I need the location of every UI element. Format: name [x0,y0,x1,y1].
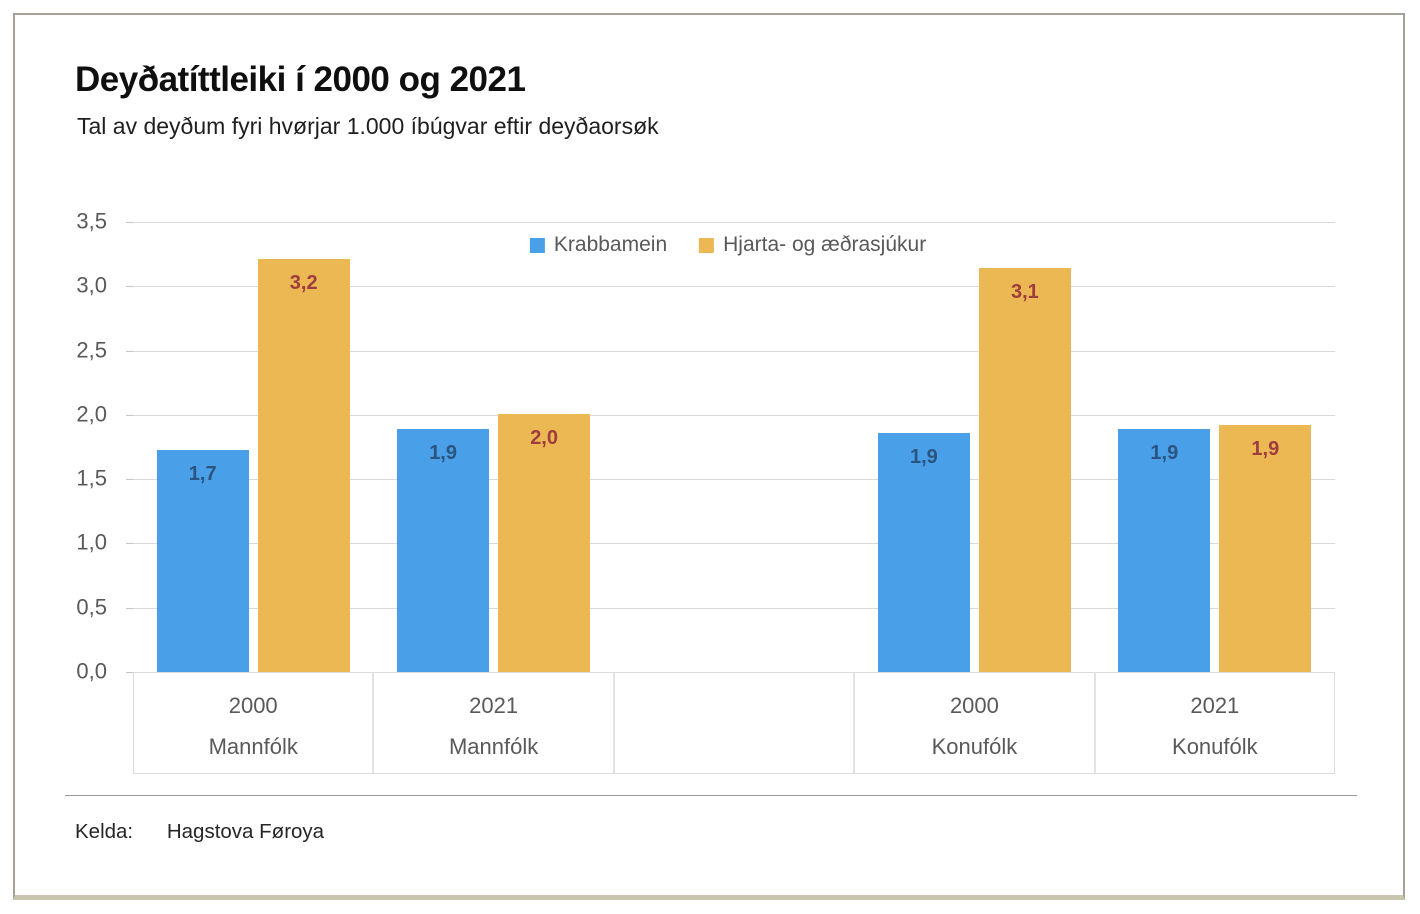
y-axis-tick [126,414,133,416]
bar-value-label: 1,9 [1251,438,1280,461]
y-axis-label: 3,0 [76,272,107,298]
legend-swatch-krabbamein [529,237,545,253]
y-axis-label: 0,0 [76,658,107,684]
x-axis-year-label: 2021 [469,693,519,718]
y-axis-label: 2,0 [76,401,107,427]
bar-value-label: 1,7 [188,462,217,485]
legend: Krabbamein Hjarta- og æðrasjúkur [529,233,926,257]
legend-label-hjarta: Hjarta- og æðrasjúkur [723,233,927,256]
x-axis-table: 2000 Mannfólk 2021 Mannfólk 2000 Konufólk 2021… [133,672,1335,774]
x-axis-cell-2021-konufólk: 2021 Konufólk [1096,673,1334,773]
bar-value-label: 2,0 [530,426,558,449]
bar-value-label: 1,9 [909,445,938,468]
x-axis-year-label: 2021 [1190,693,1240,718]
gridline [133,479,1335,481]
chart-subtitle: Tal av deyðum fyri hvørjar 1.000 íbúgvar… [77,113,659,139]
y-axis-label: 2,5 [76,337,107,363]
x-axis-group-label: Konufólk [1172,734,1258,759]
x-axis-year-label: 2000 [949,693,999,718]
source-label: Kelda: [75,820,134,843]
y-axis-tick [126,672,133,673]
x-axis-cell-2021-mannfólk: 2021 Mannfólk [374,673,615,773]
y-axis-tick [126,222,133,223]
y-axis-tick [126,350,133,352]
y-axis-tick [126,543,133,545]
bar-series1-2021-mannfólk: 2,0 [498,413,591,672]
legend-swatch-hjarta [699,237,715,253]
y-axis-label: 3,5 [76,208,107,234]
bar-value-label: 3,2 [289,272,318,295]
bar-series1-2000-konufólk: 3,1 [978,268,1071,672]
bar-series0-2021-mannfólk: 1,9 [397,429,490,672]
bar-value-label: 1,9 [429,442,457,464]
bar-value-label: 3,1 [1010,281,1039,304]
y-axis-tick [126,479,133,481]
y-axis-label: 1,5 [76,465,107,491]
x-axis-group-label: Mannfólk [448,734,539,759]
gridline [133,414,1335,416]
x-axis-cell-empty [615,673,856,773]
y-axis-tick [126,286,133,288]
footer-divider [65,795,1357,796]
x-axis-group-label: Konufólk [931,734,1018,759]
bar-series0-2000-mannfólk: 1,7 [156,449,249,672]
legend-label-krabbamein: Krabbamein [553,233,668,256]
x-axis-cell-2000-mannfólk: 2000 Mannfólk [134,673,375,773]
x-axis-year-label: 2000 [228,693,278,718]
gridline [133,350,1335,352]
bar-series0-2021-konufólk: 1,9 [1118,429,1211,672]
y-axis-label: 1,0 [76,529,107,555]
gridline [133,286,1335,288]
x-axis-cell-2000-konufólk: 2000 Konufólk [855,673,1096,773]
bar-series1-2000-mannfólk: 3,2 [257,259,350,672]
gridline [133,222,1335,223]
gridline [133,607,1335,609]
y-axis-tick [126,607,133,609]
gridline [133,543,1335,545]
bar-series0-2000-konufólk: 1,9 [877,432,970,672]
legend-item-krabbamein: Krabbamein [529,233,668,257]
chart-title: Deyðatíttleiki í 2000 og 2021 [75,60,526,99]
bar-series1-2021-konufólk: 1,9 [1219,425,1312,672]
x-axis-group-label: Mannfólk [208,734,298,759]
source-note: Kelda: Hagstova Føroya [75,820,324,844]
legend-item-hjarta: Hjarta- og æðrasjúkur [699,233,926,257]
plot-area: Krabbamein Hjarta- og æðrasjúkur 0,0 0,5 1… [76,208,1335,683]
y-axis-label: 0,5 [76,594,107,620]
source-value: Hagstova Føroya [166,820,325,843]
bar-value-label: 1,9 [1150,442,1179,464]
